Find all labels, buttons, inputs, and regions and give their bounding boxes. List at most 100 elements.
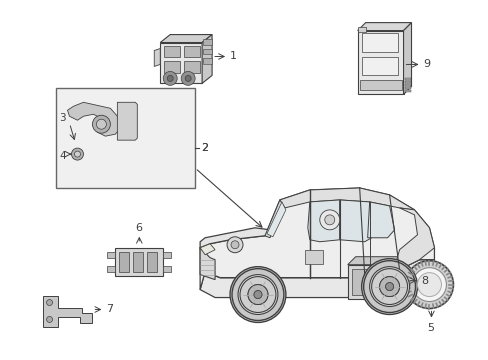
Polygon shape — [266, 202, 285, 237]
Polygon shape — [403, 23, 411, 94]
Polygon shape — [200, 188, 433, 278]
Bar — [404, 84, 410, 86]
Circle shape — [247, 285, 267, 305]
Circle shape — [230, 268, 285, 321]
Bar — [351, 269, 371, 294]
Bar — [404, 87, 410, 89]
Circle shape — [226, 237, 243, 253]
Polygon shape — [264, 200, 285, 238]
Polygon shape — [163, 252, 171, 258]
Bar — [375, 269, 395, 294]
Circle shape — [163, 71, 177, 85]
Polygon shape — [67, 102, 120, 136]
Circle shape — [230, 241, 239, 249]
Circle shape — [412, 268, 446, 302]
Polygon shape — [200, 235, 349, 289]
Text: 6: 6 — [135, 223, 142, 233]
Circle shape — [92, 115, 110, 133]
Bar — [119, 252, 129, 272]
Circle shape — [371, 269, 407, 305]
Polygon shape — [107, 252, 115, 258]
Circle shape — [319, 210, 339, 230]
Circle shape — [240, 276, 275, 312]
Circle shape — [412, 268, 446, 302]
Polygon shape — [394, 208, 433, 270]
Bar — [56, 88, 195, 188]
Bar — [203, 58, 212, 64]
Bar — [164, 62, 180, 73]
Circle shape — [74, 151, 81, 157]
Text: 4: 4 — [60, 151, 66, 161]
Bar — [133, 252, 143, 272]
Polygon shape — [42, 296, 92, 328]
Circle shape — [253, 291, 262, 298]
Bar — [115, 248, 163, 276]
Circle shape — [96, 119, 106, 129]
Circle shape — [362, 260, 416, 314]
Bar — [404, 78, 410, 80]
Polygon shape — [307, 200, 339, 242]
Bar — [184, 62, 200, 73]
Polygon shape — [107, 266, 115, 272]
Circle shape — [253, 291, 262, 298]
Circle shape — [369, 267, 408, 306]
Bar — [347, 265, 399, 298]
Text: 9: 9 — [423, 59, 430, 69]
Bar — [361, 32, 397, 53]
Polygon shape — [200, 228, 269, 248]
Circle shape — [405, 261, 452, 309]
Polygon shape — [163, 266, 171, 272]
Bar — [357, 27, 365, 32]
Bar — [404, 90, 410, 92]
Bar — [203, 49, 212, 54]
Circle shape — [71, 148, 83, 160]
Text: 2: 2 — [201, 143, 208, 153]
Text: 3: 3 — [60, 113, 66, 123]
Bar — [184, 45, 200, 58]
Circle shape — [324, 215, 334, 225]
Text: 7: 7 — [106, 305, 113, 315]
Bar — [404, 81, 410, 84]
Polygon shape — [160, 42, 202, 84]
Polygon shape — [357, 23, 411, 31]
Polygon shape — [279, 188, 414, 210]
Text: 2: 2 — [201, 143, 208, 153]
Circle shape — [385, 283, 393, 291]
Polygon shape — [200, 248, 215, 280]
Circle shape — [185, 75, 191, 81]
Bar — [399, 273, 407, 291]
Bar — [147, 252, 157, 272]
Polygon shape — [357, 31, 403, 94]
Polygon shape — [154, 49, 160, 67]
Bar — [304, 250, 322, 264]
Polygon shape — [200, 244, 215, 255]
Circle shape — [385, 283, 393, 291]
Circle shape — [379, 276, 399, 297]
Circle shape — [363, 261, 415, 312]
Bar — [361, 58, 397, 75]
Polygon shape — [367, 202, 394, 238]
Text: 8: 8 — [421, 276, 428, 285]
Polygon shape — [399, 257, 407, 298]
Circle shape — [238, 275, 277, 315]
Circle shape — [46, 316, 52, 323]
Circle shape — [46, 300, 52, 306]
Circle shape — [181, 71, 195, 85]
Bar — [203, 39, 212, 45]
Polygon shape — [339, 200, 371, 242]
Circle shape — [167, 75, 173, 81]
Polygon shape — [160, 35, 212, 42]
Circle shape — [398, 289, 407, 300]
Circle shape — [229, 267, 285, 323]
Bar — [359, 80, 401, 90]
Circle shape — [379, 276, 399, 297]
Circle shape — [417, 273, 441, 297]
Bar — [164, 45, 180, 58]
Text: 1: 1 — [229, 51, 237, 62]
Circle shape — [247, 285, 267, 305]
Circle shape — [232, 269, 284, 320]
Text: 5: 5 — [427, 323, 434, 333]
Polygon shape — [200, 260, 433, 298]
Polygon shape — [117, 102, 137, 140]
Circle shape — [361, 259, 417, 315]
